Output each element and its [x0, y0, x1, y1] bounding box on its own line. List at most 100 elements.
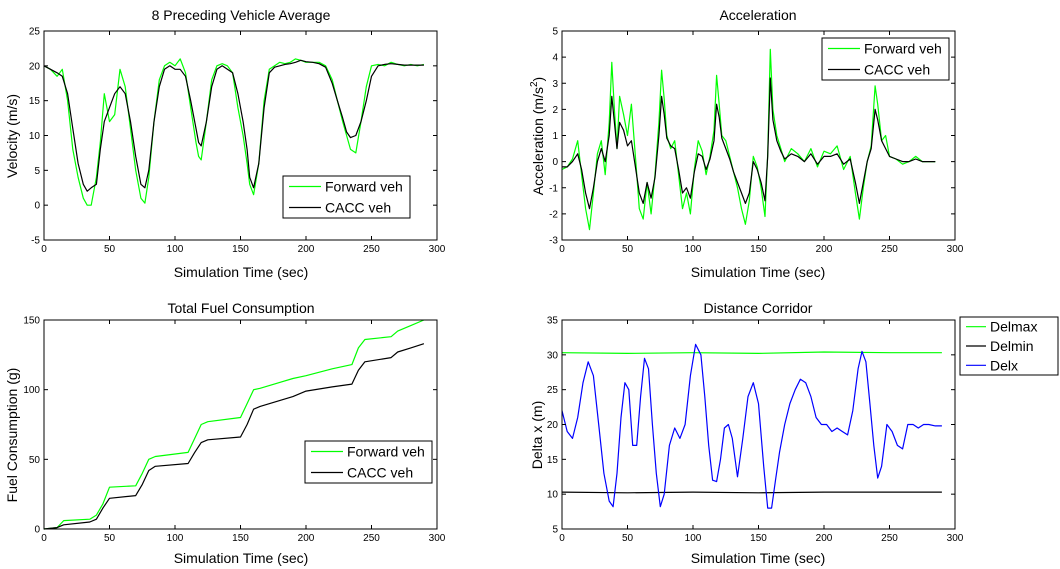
x-tick-label: 300: [947, 533, 964, 544]
y-tick-label: 15: [547, 455, 559, 466]
plot-area: 0 50 100 150 200 250 300 -3 -2 -1 0 1 2 3 4 5: [549, 27, 964, 256]
x-tick-label: 0: [559, 244, 565, 255]
series-line-cacc-veh: [562, 77, 936, 210]
y-tick-label: 5: [552, 27, 558, 38]
x-tick-label: 150: [232, 244, 249, 255]
chart-title: 8 Preceding Vehicle Average: [152, 7, 331, 23]
y-tick-label: -2: [549, 209, 558, 220]
legend-box: [821, 37, 950, 81]
chart-title: Distance Corridor: [704, 300, 813, 316]
y-tick-label: 4: [552, 53, 558, 64]
y-tick-label: 3: [552, 79, 558, 90]
y-axis-label-main: Acceleration (m/s: [530, 87, 546, 195]
legend-box: [304, 440, 433, 484]
series-line-forward-veh: [561, 48, 936, 231]
y-tick-label: 35: [547, 316, 559, 327]
x-tick-label: 300: [429, 244, 446, 255]
x-tick-label: 150: [232, 533, 249, 544]
x-tick-label: 200: [816, 533, 833, 544]
y-tick-label: 100: [23, 385, 40, 396]
y-tick-label: 0: [552, 157, 558, 168]
legend-label: CACC veh: [325, 200, 391, 216]
x-tick-label: 150: [750, 533, 767, 544]
x-axis-label: Simulation Time (sec): [691, 264, 826, 280]
chart-title: Total Fuel Consumption: [167, 300, 314, 316]
series-line-cacc-veh: [43, 59, 424, 192]
x-tick-label: 50: [104, 244, 116, 255]
y-tick-label: 2: [552, 105, 558, 116]
plot-area: 0 50 100 150 200 250 300 5 10 15 20 25 30 35: [547, 316, 964, 545]
legend: Forward veh CACC veh: [282, 175, 411, 219]
y-tick-label: 15: [29, 96, 41, 107]
y-tick-label: -3: [549, 236, 558, 247]
x-tick-label: 100: [685, 533, 702, 544]
series-line-forward-veh: [43, 58, 425, 206]
legend-label: Forward veh: [325, 179, 403, 195]
x-tick-label: 100: [685, 244, 702, 255]
x-tick-label: 0: [559, 533, 565, 544]
y-tick-label: -5: [31, 236, 40, 247]
y-tick-label: 5: [552, 525, 558, 536]
x-tick-label: 150: [750, 244, 767, 255]
x-axis-label: Simulation Time (sec): [691, 550, 826, 566]
y-tick-label: 30: [547, 350, 559, 361]
series-line-delmin: [561, 491, 942, 494]
x-tick-label: 100: [167, 533, 184, 544]
series-line-delmax: [561, 351, 942, 354]
x-tick-label: 200: [298, 244, 315, 255]
y-tick-label: 1: [552, 131, 558, 142]
y-axis-label: Fuel Consumption (g): [4, 368, 20, 503]
x-tick-label: 50: [622, 533, 634, 544]
y-axis-label-superscript: 2: [529, 81, 540, 87]
x-tick-label: 50: [622, 244, 634, 255]
x-tick-label: 200: [298, 533, 315, 544]
x-tick-label: 200: [816, 244, 833, 255]
distance-corridor-chart: Distance Corridor Simulation Time (sec) …: [529, 300, 1059, 566]
y-tick-label: 0: [34, 525, 40, 536]
x-axis-label: Simulation Time (sec): [174, 264, 309, 280]
series-line-delx: [561, 343, 942, 509]
y-axis-label: Acceleration (m/s2): [529, 77, 546, 195]
x-tick-label: 50: [104, 533, 116, 544]
legend: Forward veh CACC veh: [821, 37, 950, 81]
legend-label: Delmin: [990, 338, 1034, 354]
legend-label: Forward veh: [347, 444, 425, 460]
y-axis-label: Velocity (m/s): [4, 94, 20, 178]
legend: Delmax Delmin Delx: [959, 316, 1059, 376]
legend-label: CACC veh: [347, 465, 413, 481]
y-tick-label: 0: [34, 201, 40, 212]
y-tick-label: 50: [29, 455, 41, 466]
acceleration-chart: Acceleration Simulation Time (sec) Accel…: [529, 7, 964, 280]
y-tick-label: 25: [29, 27, 41, 38]
legend: Forward veh CACC veh: [304, 440, 433, 484]
y-tick-label: 10: [547, 490, 559, 501]
x-tick-label: 0: [41, 533, 47, 544]
y-tick-label: 20: [547, 420, 559, 431]
x-tick-label: 0: [41, 244, 47, 255]
fuel-consumption-chart: Total Fuel Consumption Simulation Time (…: [4, 300, 446, 566]
y-axis-label-suffix: ): [530, 77, 546, 82]
legend-label: Delx: [990, 357, 1018, 373]
legend-label: Forward veh: [864, 41, 942, 57]
legend-box: [282, 175, 411, 219]
x-tick-label: 250: [363, 244, 380, 255]
y-tick-label: 10: [29, 131, 41, 142]
legend-label: CACC veh: [864, 62, 930, 78]
chart-title: Acceleration: [719, 7, 796, 23]
x-tick-label: 250: [363, 533, 380, 544]
series-line-forward-veh: [43, 319, 425, 530]
x-tick-label: 100: [167, 244, 184, 255]
x-tick-label: 300: [429, 533, 446, 544]
y-axis-label: Delta x (m): [529, 401, 545, 469]
y-tick-label: -1: [549, 183, 558, 194]
series-line-cacc-veh: [43, 343, 425, 530]
legend-label: Delmax: [990, 319, 1037, 335]
y-tick-label: 20: [29, 61, 41, 72]
y-tick-label: 5: [34, 166, 40, 177]
x-tick-label: 250: [881, 244, 898, 255]
x-tick-label: 300: [947, 244, 964, 255]
velocity-chart: 8 Preceding Vehicle Average Simulation T…: [4, 7, 446, 280]
